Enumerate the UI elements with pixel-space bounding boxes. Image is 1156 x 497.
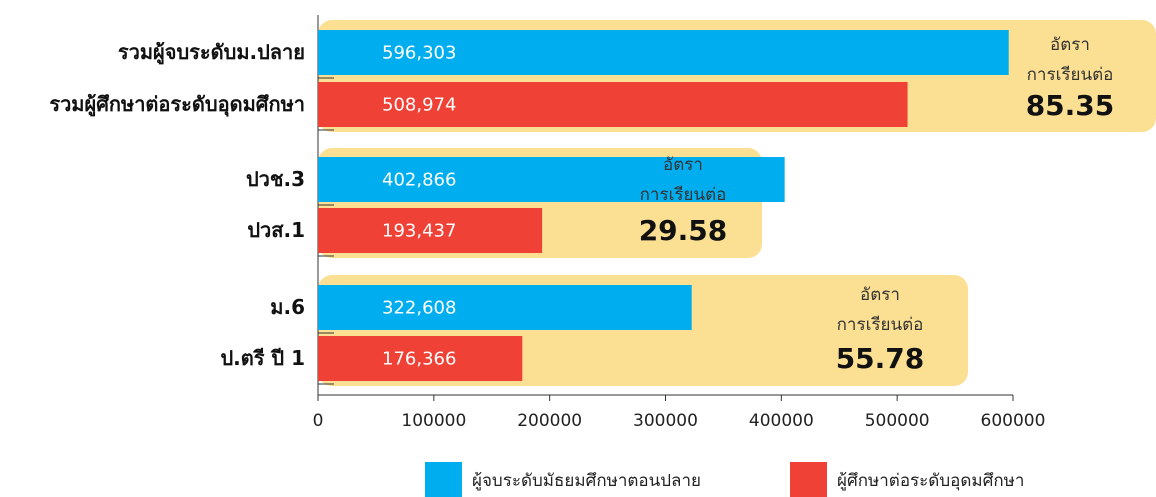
bar	[318, 157, 785, 202]
row-label: ปวช.3	[246, 167, 305, 191]
value-label: 193,437	[382, 221, 456, 242]
legend-label: ผู้ศึกษาต่อระดับอุดมศึกษา	[837, 471, 1024, 491]
value-label: 596,303	[382, 43, 456, 64]
rate-caption: การเรียนต่อ	[640, 185, 727, 205]
row-label: ป.ตรี ปี 1	[220, 346, 305, 370]
x-tick-label: 400000	[749, 411, 814, 431]
value-label: 402,866	[382, 170, 456, 191]
value-label: 322,608	[382, 298, 456, 319]
legend-swatch	[425, 462, 462, 497]
rate-caption: อัตรา	[860, 285, 900, 305]
row-label: รวมผู้จบระดับม.ปลาย	[118, 40, 305, 66]
legend-label: ผู้จบระดับมัธยมศึกษาตอนปลาย	[472, 471, 701, 491]
row-label: ม.6	[270, 295, 305, 319]
x-tick-label: 500000	[865, 411, 930, 431]
bar	[318, 208, 543, 253]
x-tick-label: 300000	[633, 411, 698, 431]
rate-value: 85.35	[1026, 89, 1115, 122]
bar	[318, 82, 908, 127]
x-tick-label: 100000	[401, 411, 466, 431]
bar	[318, 336, 523, 381]
row-label: รวมผู้ศึกษาต่อระดับอุดมศึกษา	[49, 92, 305, 118]
rate-caption: อัตรา	[1050, 35, 1090, 55]
bar	[318, 285, 692, 330]
rate-value: 29.58	[639, 214, 728, 247]
rate-caption: การเรียนต่อ	[1027, 65, 1114, 85]
x-tick-label: 600000	[981, 411, 1046, 431]
rate-caption: อัตรา	[663, 155, 703, 175]
row-label: ปวส.1	[247, 218, 305, 242]
rate-caption: การเรียนต่อ	[837, 315, 924, 335]
x-tick-label: 0	[313, 411, 324, 431]
value-label: 176,366	[382, 349, 456, 370]
value-label: 508,974	[382, 95, 456, 116]
x-tick-label: 200000	[517, 411, 582, 431]
legend-swatch	[790, 462, 827, 497]
bar	[318, 30, 1009, 75]
rate-value: 55.78	[836, 342, 925, 375]
